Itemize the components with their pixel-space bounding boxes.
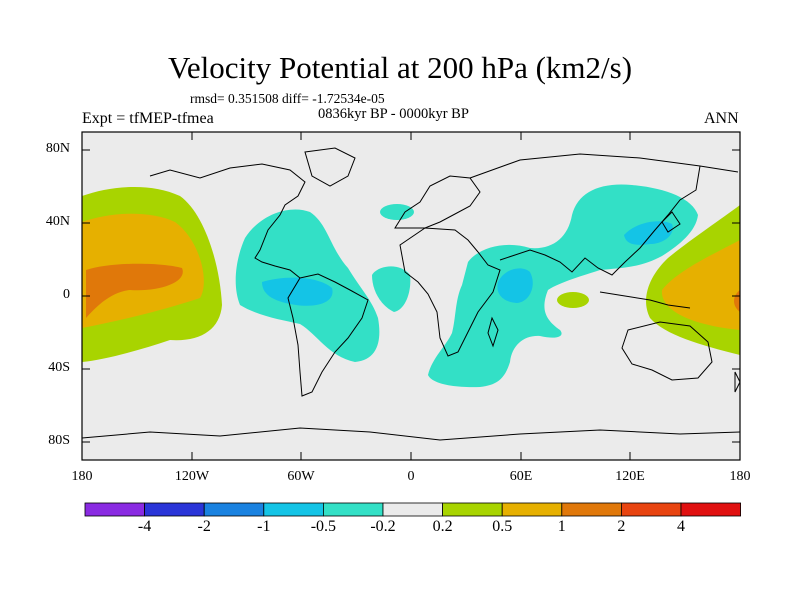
x-label-60w: 60W <box>287 469 315 484</box>
colorbar-box <box>501 502 563 517</box>
colorbar-label: 0.5 <box>492 518 513 535</box>
colorbar-box <box>203 502 265 517</box>
coastline-australia <box>621 321 713 381</box>
y-label-40s: 40S <box>48 360 70 375</box>
colorbar-label: -0.5 <box>310 518 337 535</box>
colorbar-label: -0.2 <box>370 518 396 535</box>
x-label-120w: 120W <box>174 469 210 484</box>
y-label-40n: 40N <box>45 214 70 229</box>
contour-positive-eastpacific-core <box>86 263 183 318</box>
x-ticks <box>81 132 741 460</box>
contour-positive-westpacific-mid <box>661 240 740 330</box>
coastlines <box>82 147 740 441</box>
contour-positive-indian <box>557 292 589 308</box>
season-label: ANN <box>704 110 739 127</box>
colorbar-label: 2 <box>617 518 626 535</box>
colorbar-box <box>84 502 145 517</box>
y-label-80n: 80N <box>45 141 70 156</box>
colorbar-box <box>561 502 622 517</box>
contour-negative-africa-core <box>497 268 533 303</box>
y-label-80s: 80S <box>48 433 70 448</box>
coastline-indonesia <box>599 291 691 309</box>
contour-negative-americas-core <box>262 277 333 306</box>
colorbar-label: 0.2 <box>432 518 453 535</box>
colorbar-label: -1 <box>257 518 271 535</box>
contour-negative-asia-core <box>624 221 673 245</box>
colorbar-box <box>621 502 682 517</box>
colorbar-label: -2 <box>197 518 211 535</box>
coastline-south-america <box>287 273 369 397</box>
experiment-label: Expt = tfMEP-tfmea <box>82 110 214 127</box>
contour-fields <box>82 184 740 388</box>
y-ticks <box>82 149 740 443</box>
colorbar-box <box>680 502 741 517</box>
coastline-madagascar <box>487 316 499 348</box>
coastline-asia <box>469 153 739 276</box>
coastline-africa <box>399 227 501 357</box>
coastline-japan <box>661 211 681 233</box>
coastline-north-america <box>149 163 306 279</box>
colorbar-box <box>382 502 443 517</box>
colorbar-box <box>322 502 384 517</box>
coastline-antarctica <box>82 427 740 441</box>
map-title: Velocity Potential at 200 hPa (km2/s) <box>167 50 633 85</box>
x-label-180e: 180 <box>729 469 751 484</box>
x-label-180w: 180 <box>71 469 93 484</box>
colorbar-box <box>144 502 205 517</box>
colorbar-label: 4 <box>677 518 685 535</box>
x-label-60e: 60E <box>509 469 533 484</box>
colorbar-label: 1 <box>557 518 566 535</box>
period-text: 0836kyr BP - 0000kyr BP <box>318 106 469 122</box>
colorbar-box <box>263 502 324 517</box>
colorbar <box>84 502 741 517</box>
contour-negative-northatlantic <box>380 204 414 220</box>
x-label-0: 0 <box>407 469 415 484</box>
coastline-greenland <box>304 147 356 187</box>
x-label-120e: 120E <box>615 469 645 484</box>
stats-text: rmsd= 0.351508 diff= -1.72534e-05 <box>190 91 385 106</box>
y-label-eq: 0 <box>63 287 70 302</box>
coastline-europe <box>394 175 481 229</box>
contour-negative-tropicalatlantic <box>372 266 411 312</box>
colorbar-box <box>442 502 503 517</box>
coastline-new-zealand <box>734 371 740 393</box>
colorbar-label: -4 <box>137 518 152 535</box>
